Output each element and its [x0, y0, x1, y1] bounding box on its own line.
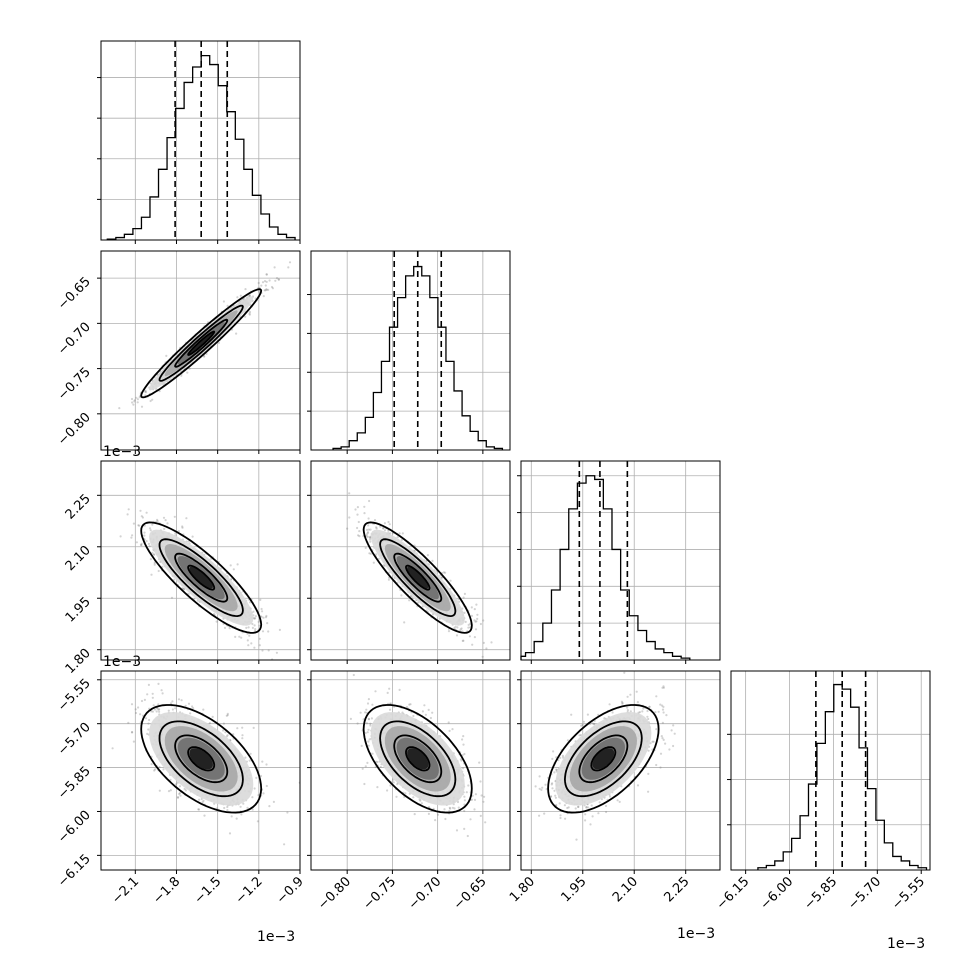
scatter-points — [118, 261, 292, 410]
contour-line-0 — [140, 704, 263, 814]
offset-label-row1: 1e−3 — [103, 444, 141, 460]
panel-frame — [100, 670, 301, 871]
contour-line-0 — [547, 704, 660, 814]
hist-frame — [520, 460, 721, 661]
contour-line-2 — [174, 734, 229, 784]
hist-frame — [310, 250, 511, 451]
y-tick-label-3-3: −5.70 — [55, 720, 94, 759]
contour-line-3 — [405, 746, 431, 772]
y-tick-label-2-0: 1.80 — [63, 646, 94, 677]
panel-frame — [310, 670, 511, 871]
y-tick-label-1-1: −0.75 — [55, 365, 94, 404]
contour-line-3 — [405, 564, 431, 591]
y-tick-label-2-3: 2.25 — [63, 492, 94, 523]
contour-line-3 — [187, 564, 216, 591]
scatter-panel-2-0 — [100, 460, 301, 661]
x-tick-label-1-1: −0.75 — [360, 874, 399, 913]
scatter-points — [349, 673, 487, 838]
scatter-panel-3-0 — [100, 670, 301, 871]
panel-frame — [100, 250, 301, 451]
x-tick-label-0-2: −1.5 — [192, 874, 225, 907]
scatter-points — [119, 508, 281, 660]
x-tick-label-3-4: −5.55 — [889, 874, 928, 913]
contour-line-1 — [158, 304, 244, 382]
x-tick-label-2-2: 2.10 — [610, 874, 641, 905]
y-tick-label-1-0: −0.80 — [55, 410, 94, 449]
contour-line-0 — [362, 521, 473, 634]
y-tick-label-3-2: −5.85 — [55, 764, 94, 803]
density-level — [189, 332, 213, 354]
contour-line-0 — [140, 288, 263, 399]
x-tick-label-1-3: −0.65 — [451, 874, 490, 913]
x-tick-label-3-0: −6.15 — [714, 874, 753, 913]
offset-label-col0: 1e−3 — [257, 929, 295, 945]
y-tick-label-3-4: −5.55 — [55, 676, 94, 715]
x-tick-label-2-3: 2.25 — [661, 874, 692, 905]
contour-line-1 — [379, 538, 457, 618]
offset-label-col3: 1e−3 — [887, 936, 925, 952]
histogram-panel-1 — [307, 250, 511, 451]
y-tick-label-2-2: 2.10 — [63, 543, 94, 574]
x-tick-label-0-1: −1.8 — [150, 874, 183, 907]
panel-frame — [100, 460, 301, 661]
offset-label-row2: 1e−3 — [103, 654, 141, 670]
scatter-points — [534, 671, 676, 841]
contour-line-1 — [379, 720, 457, 798]
y-tick-label-3-0: −6.15 — [55, 852, 94, 891]
contour-line-2 — [174, 552, 229, 603]
density-level — [189, 748, 213, 770]
x-tick-label-3-2: −5.85 — [801, 874, 840, 913]
x-tick-label-0-4: −0.9 — [274, 874, 307, 907]
x-tick-label-3-3: −5.70 — [845, 874, 884, 913]
x-tick-label-0-3: −1.2 — [233, 874, 266, 907]
y-tick-label-1-2: −0.70 — [55, 320, 94, 359]
contour-line-2 — [578, 734, 629, 784]
x-tick-label-3-1: −6.00 — [758, 874, 797, 913]
contour-line-2 — [174, 318, 229, 368]
x-tick-label-0-0: −2.1 — [109, 874, 142, 907]
contour-line-2 — [393, 552, 443, 603]
scatter-panel-3-1 — [310, 670, 511, 871]
contour-line-2 — [393, 734, 443, 784]
contour-line-1 — [158, 538, 244, 618]
contour-line-1 — [158, 720, 244, 798]
scatter-points — [111, 682, 300, 846]
y-tick-label-2-1: 1.95 — [63, 594, 94, 625]
density-level — [592, 748, 615, 770]
panel-frame — [310, 460, 511, 661]
scatter-panel-3-2 — [520, 670, 721, 871]
panel-frame — [520, 670, 721, 871]
contour-line-3 — [187, 746, 216, 772]
x-tick-label-2-1: 1.95 — [559, 874, 590, 905]
histogram-panel-2 — [517, 460, 721, 661]
density-level — [407, 566, 429, 589]
scatter-panel-1-0 — [100, 250, 301, 451]
x-tick-label-2-0: 1.80 — [507, 874, 538, 905]
hist-frame — [730, 670, 931, 871]
density-level — [407, 748, 429, 770]
contour-line-3 — [187, 330, 216, 356]
y-tick-label-3-1: −6.00 — [55, 808, 94, 847]
x-tick-label-1-2: −0.70 — [406, 874, 445, 913]
y-tick-label-1-3: −0.65 — [55, 274, 94, 313]
density-level — [189, 566, 213, 589]
scatter-panel-2-1 — [310, 460, 511, 661]
hist-bars-2 — [520, 475, 691, 660]
contour-line-3 — [590, 746, 617, 772]
scatter-points — [346, 492, 493, 658]
contour-line-1 — [563, 720, 643, 798]
contour-line-0 — [140, 521, 263, 634]
x-tick-label-1-0: −0.80 — [315, 874, 354, 913]
contour-line-0 — [362, 704, 473, 814]
hist-frame — [100, 40, 301, 241]
histogram-panel-3 — [727, 670, 931, 871]
offset-label-col2: 1e−3 — [677, 926, 715, 942]
histogram-panel-0 — [97, 40, 301, 241]
